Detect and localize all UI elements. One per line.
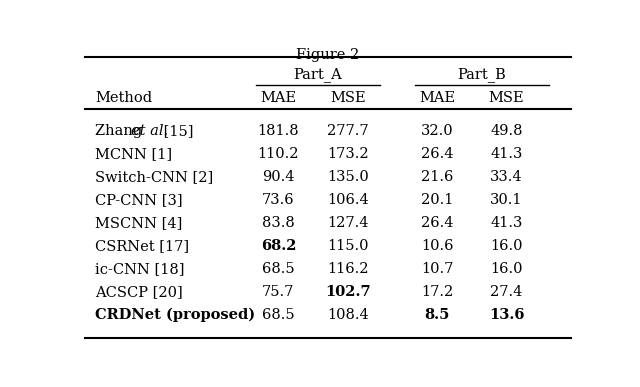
- Text: 106.4: 106.4: [327, 193, 369, 207]
- Text: et al.: et al.: [131, 124, 168, 139]
- Text: 16.0: 16.0: [490, 239, 523, 253]
- Text: 10.7: 10.7: [421, 262, 453, 276]
- Text: 33.4: 33.4: [490, 170, 523, 184]
- Text: 135.0: 135.0: [327, 170, 369, 184]
- Text: 73.6: 73.6: [262, 193, 294, 207]
- Text: Switch-CNN [2]: Switch-CNN [2]: [95, 170, 213, 184]
- Text: 173.2: 173.2: [327, 147, 369, 161]
- Text: 10.6: 10.6: [421, 239, 453, 253]
- Text: CP-CNN [3]: CP-CNN [3]: [95, 193, 182, 207]
- Text: 41.3: 41.3: [490, 147, 523, 161]
- Text: 27.4: 27.4: [490, 285, 523, 299]
- Text: 75.7: 75.7: [262, 285, 294, 299]
- Text: 49.8: 49.8: [490, 124, 523, 139]
- Text: Zhang: Zhang: [95, 124, 147, 139]
- Text: MSE: MSE: [330, 91, 365, 105]
- Text: 127.4: 127.4: [327, 216, 369, 230]
- Text: 21.6: 21.6: [421, 170, 453, 184]
- Text: MSCNN [4]: MSCNN [4]: [95, 216, 182, 230]
- Text: 83.8: 83.8: [262, 216, 295, 230]
- Text: 68.5: 68.5: [262, 262, 294, 276]
- Text: 68.5: 68.5: [262, 308, 294, 322]
- Text: CRDNet (proposed): CRDNet (proposed): [95, 308, 255, 322]
- Text: 30.1: 30.1: [490, 193, 523, 207]
- Text: Method: Method: [95, 91, 152, 105]
- Text: 116.2: 116.2: [327, 262, 369, 276]
- Text: CSRNet [17]: CSRNet [17]: [95, 239, 189, 253]
- Text: MAE: MAE: [260, 91, 296, 105]
- Text: 16.0: 16.0: [490, 262, 523, 276]
- Text: 102.7: 102.7: [325, 285, 371, 299]
- Text: 32.0: 32.0: [421, 124, 453, 139]
- Text: MSE: MSE: [489, 91, 524, 105]
- Text: Part_B: Part_B: [458, 67, 506, 82]
- Text: [15]: [15]: [159, 124, 194, 139]
- Text: 26.4: 26.4: [421, 216, 453, 230]
- Text: 110.2: 110.2: [258, 147, 299, 161]
- Text: Figure 2: Figure 2: [296, 48, 360, 62]
- Text: MAE: MAE: [419, 91, 455, 105]
- Text: ic-CNN [18]: ic-CNN [18]: [95, 262, 184, 276]
- Text: 90.4: 90.4: [262, 170, 294, 184]
- Text: 41.3: 41.3: [490, 216, 523, 230]
- Text: 20.1: 20.1: [421, 193, 453, 207]
- Text: 8.5: 8.5: [424, 308, 450, 322]
- Text: ACSCP [20]: ACSCP [20]: [95, 285, 182, 299]
- Text: MCNN [1]: MCNN [1]: [95, 147, 172, 161]
- Text: 13.6: 13.6: [489, 308, 524, 322]
- Text: Part_A: Part_A: [294, 67, 342, 82]
- Text: 181.8: 181.8: [257, 124, 300, 139]
- Text: 115.0: 115.0: [327, 239, 369, 253]
- Text: 108.4: 108.4: [327, 308, 369, 322]
- Text: 277.7: 277.7: [327, 124, 369, 139]
- Text: 17.2: 17.2: [421, 285, 453, 299]
- Text: 68.2: 68.2: [260, 239, 296, 253]
- Text: 26.4: 26.4: [421, 147, 453, 161]
